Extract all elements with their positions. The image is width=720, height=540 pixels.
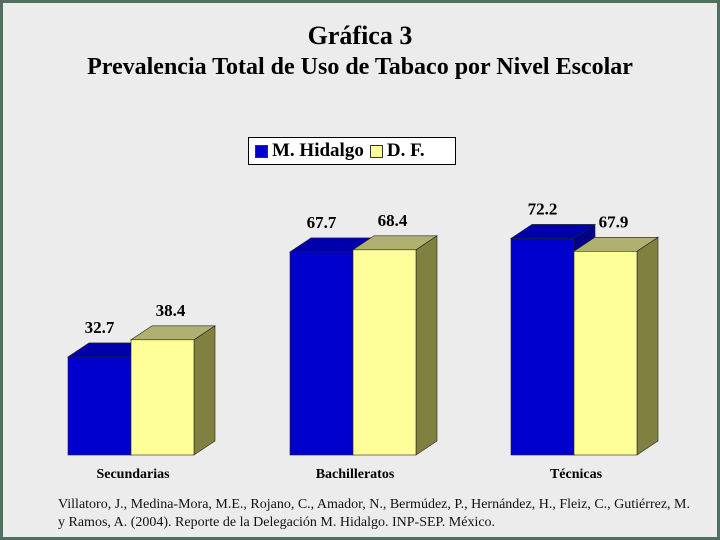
chart-title: Gráfica 3 Prevalencia Total de Uso de Ta… [0, 20, 720, 82]
title-line-2: Prevalencia Total de Uso de Tabaco por N… [87, 54, 633, 80]
bar-df-1 [352, 249, 417, 456]
legend-entry-m-hidalgo: M. Hidalgo [255, 140, 364, 162]
bar-df-0 [130, 339, 195, 456]
data-label-mhidalgo-0: 32.7 [85, 318, 115, 337]
data-label-df-2: 67.9 [599, 212, 629, 231]
legend-label-m-hidalgo: M. Hidalgo [272, 140, 364, 161]
bar-side-df-0 [193, 325, 216, 456]
data-label-mhidalgo-1: 67.7 [307, 213, 337, 232]
data-label-df-1: 68.4 [378, 211, 408, 230]
data-label-df-0: 38.4 [156, 301, 186, 320]
bar-mhidalgo-1 [289, 251, 354, 456]
legend-entry-df: D. F. [369, 140, 425, 162]
bar-df-2 [573, 251, 638, 456]
bar-mhidalgo-2 [510, 238, 575, 456]
bar-mhidalgo-0 [67, 356, 132, 456]
bar-side-df-2 [636, 236, 659, 456]
category-label-0: Secundarias [96, 467, 170, 482]
legend-swatch-m-hidalgo [255, 144, 268, 158]
category-label-2: Técnicas [550, 467, 603, 482]
data-label-mhidalgo-2: 72.2 [528, 199, 558, 218]
bar-side-df-1 [415, 235, 438, 456]
title-line-1: Gráfica 3 [307, 21, 413, 50]
citation: Villatoro, J., Medina-Mora, M.E., Rojano… [58, 497, 690, 530]
category-label-1: Bachilleratos [316, 467, 395, 482]
legend-label-df: D. F. [386, 140, 425, 161]
legend-swatch-df [369, 144, 383, 158]
legend: M. Hidalgo D. F. [248, 137, 456, 165]
